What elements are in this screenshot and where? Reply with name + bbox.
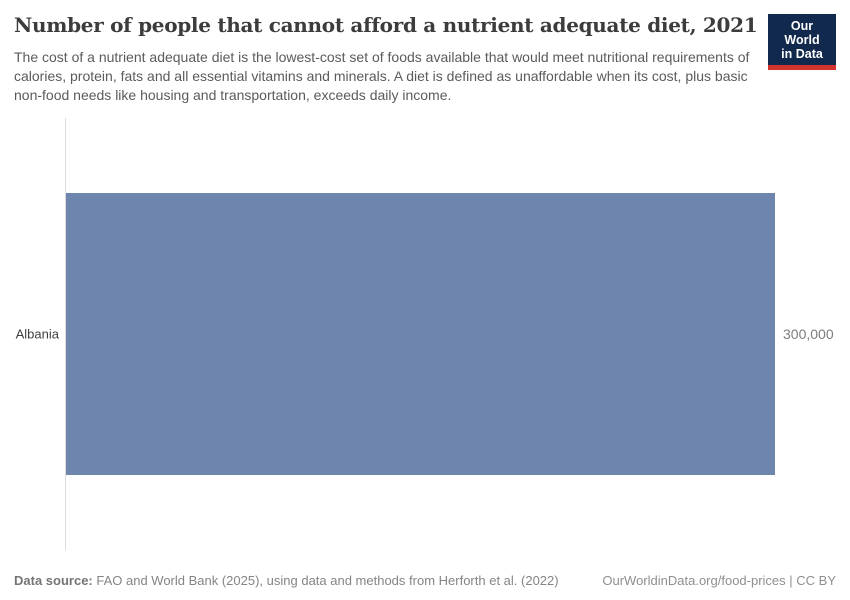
plot: 300,000 bbox=[66, 193, 834, 475]
data-source-label: Data source: bbox=[14, 573, 93, 588]
bar[interactable] bbox=[66, 193, 775, 475]
bar-row: Albania 300,000 bbox=[0, 193, 850, 475]
chart-title: Number of people that cannot afford a nu… bbox=[14, 13, 758, 37]
data-source-text: FAO and World Bank (2025), using data an… bbox=[92, 573, 559, 588]
y-axis-line bbox=[65, 118, 66, 550]
owid-logo[interactable]: Our World in Data bbox=[768, 14, 836, 70]
value-label: 300,000 bbox=[783, 326, 834, 342]
chart-plot-area: Albania 300,000 bbox=[0, 118, 850, 550]
entity-label: Albania bbox=[15, 326, 59, 342]
owid-logo-line1: Our World bbox=[784, 19, 820, 47]
chart-subtitle: The cost of a nutrient adequate diet is … bbox=[14, 49, 750, 103]
owid-logo-line2: in Data bbox=[781, 47, 823, 61]
footer-link[interactable]: OurWorldinData.org/food-prices | CC BY bbox=[602, 573, 836, 588]
footer: Data source: FAO and World Bank (2025), … bbox=[14, 573, 836, 588]
data-source-note: Data source: FAO and World Bank (2025), … bbox=[14, 573, 559, 588]
